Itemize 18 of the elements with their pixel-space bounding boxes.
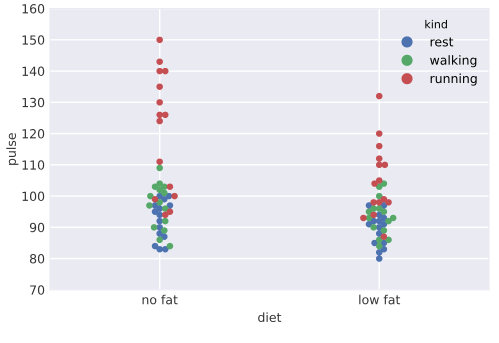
x-tick-label: low fat xyxy=(359,294,400,304)
y-tick-label: 70 xyxy=(30,285,44,295)
y-tick-label: 160 xyxy=(22,4,44,14)
y-tick-label: 120 xyxy=(22,129,44,139)
x-axis-title: diet xyxy=(258,312,282,322)
legend-title: kind xyxy=(425,20,447,28)
y-tick-label: 90 xyxy=(30,222,44,232)
legend-label: rest xyxy=(430,38,454,47)
y-tick-label: 150 xyxy=(22,35,44,45)
y-tick-label: 100 xyxy=(22,192,44,202)
y-tick-label: 80 xyxy=(30,254,44,264)
y-tick-label: 130 xyxy=(22,98,44,108)
legend-label: walking xyxy=(430,55,476,68)
legend-label: running xyxy=(430,74,477,86)
y-tick-label: 140 xyxy=(22,66,44,76)
y-tick-label: 110 xyxy=(22,160,44,170)
x-tick-label: no fat xyxy=(142,294,178,304)
y-axis-title: pulse xyxy=(6,133,18,165)
